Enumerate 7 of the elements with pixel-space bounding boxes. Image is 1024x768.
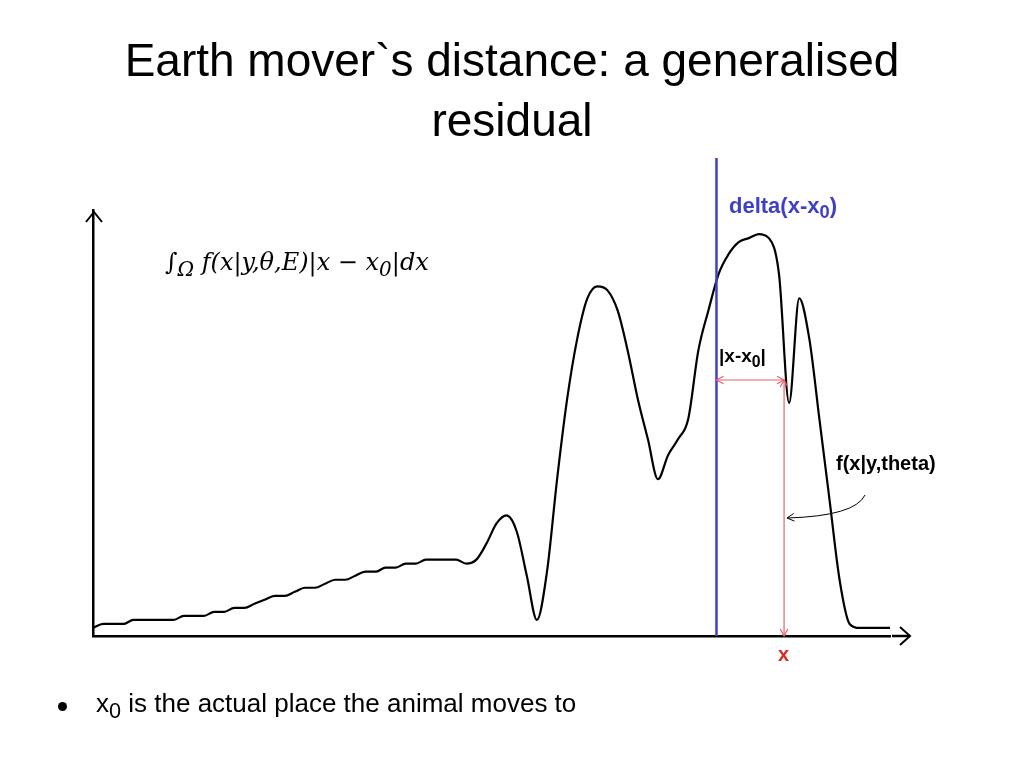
annotation: |x-x$_{0}$| bbox=[719, 345, 766, 371]
text: x bbox=[778, 643, 790, 666]
text: x$_{0}$ is the actual place the animal moves to bbox=[96, 688, 577, 725]
text: delta(x-x$_{0}$) bbox=[729, 193, 838, 224]
chart-title: Earth mover`s distance: a generalised residual bbox=[123, 33, 901, 148]
annotation: f(x|y,theta) bbox=[836, 452, 936, 475]
annotation: ∫$_{Ω}$ f(x|y,θ,E)|x − x$_{0}$|dx bbox=[165, 248, 429, 281]
